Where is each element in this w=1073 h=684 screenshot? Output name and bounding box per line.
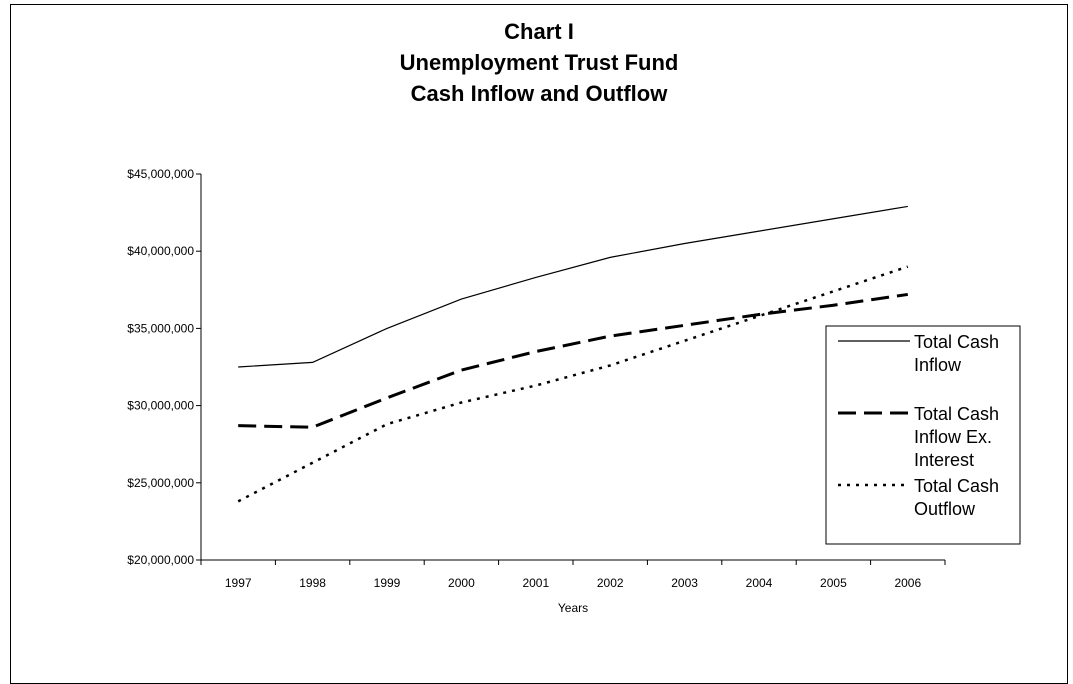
x-tick-label: 1997 [225, 576, 252, 590]
legend-label: Total Cash [914, 332, 999, 352]
x-tick-label: 2001 [522, 576, 549, 590]
y-tick-label: $30,000,000 [127, 399, 194, 413]
y-tick-label: $25,000,000 [127, 476, 194, 490]
series-layer [238, 206, 908, 501]
x-tick-label: 1999 [374, 576, 401, 590]
x-axis-title: Years [558, 601, 588, 615]
legend-label: Total Cash [914, 404, 999, 424]
x-tick-label: 2003 [671, 576, 698, 590]
legend-label: Inflow Ex. [914, 427, 992, 447]
y-tick-label: $35,000,000 [127, 321, 194, 335]
x-tick-label: 2006 [894, 576, 921, 590]
x-tick-label: 2005 [820, 576, 847, 590]
x-tick-label: 2000 [448, 576, 475, 590]
series-line-2 [238, 294, 908, 427]
x-tick-label: 2004 [746, 576, 773, 590]
y-tick-label: $20,000,000 [127, 553, 194, 567]
x-tick-label: 1998 [299, 576, 326, 590]
y-tick-label: $45,000,000 [127, 167, 194, 181]
series-line-3 [238, 267, 908, 502]
legend-label: Total Cash [914, 476, 999, 496]
legend: Total Cash Inflow Total Cash Inflow Ex. Inte… [826, 326, 1020, 544]
x-tick-label: 2002 [597, 576, 624, 590]
legend-label: Inflow [914, 355, 962, 375]
legend-label: Interest [914, 450, 974, 470]
y-tick-label: $40,000,000 [127, 244, 194, 258]
legend-label: Outflow [914, 499, 976, 519]
line-chart: $20,000,000 $25,000,000 $30,000,000 $35,000… [0, 0, 1073, 662]
axes: $20,000,000 $25,000,000 $30,000,000 $35,000… [127, 167, 945, 615]
